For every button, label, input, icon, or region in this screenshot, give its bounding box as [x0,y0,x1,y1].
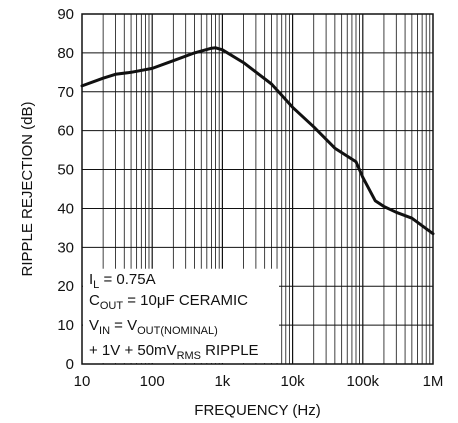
y-tick-label: 10 [57,317,74,334]
plot-frame [81,13,434,365]
x-tick-label: 10k [281,373,306,390]
y-tick-label: 0 [66,356,74,373]
y-tick-label: 70 [57,84,74,101]
ripple-rejection-curve [80,46,435,236]
x-tick-label: 1M [423,373,444,390]
x-tick-label: 100k [347,373,380,390]
y-tick-label: 40 [57,200,74,217]
annotation-line: COUT = 10μF CERAMIC [89,292,248,312]
annotation-line: IL = 0.75A [89,271,156,291]
annotation-box [83,268,279,363]
x-tick-label: 100 [140,373,165,390]
x-axis-label: FREQUENCY (Hz) [194,402,320,419]
y-tick-label: 90 [57,6,74,23]
x-tick-label: 1k [214,373,230,390]
y-axis-label: RIPPLE REJECTION (dB) [19,101,36,276]
y-tick-label: 50 [57,162,74,179]
annotation-line: VIN = VOUT(NOMINAL) [89,317,218,337]
y-tick-label: 20 [57,278,74,295]
y-tick-label: 80 [57,45,74,62]
x-tick-label: 10 [74,373,91,390]
annotation-line: + 1V + 50mVRMS RIPPLE [89,342,259,362]
y-tick-label: 30 [57,239,74,256]
y-tick-labels: 0 10 20 30 40 50 60 70 80 90 [57,6,74,373]
x-tick-labels: 10 100 1k 10k 100k 1M [74,373,444,390]
y-tick-label: 60 [57,123,74,140]
